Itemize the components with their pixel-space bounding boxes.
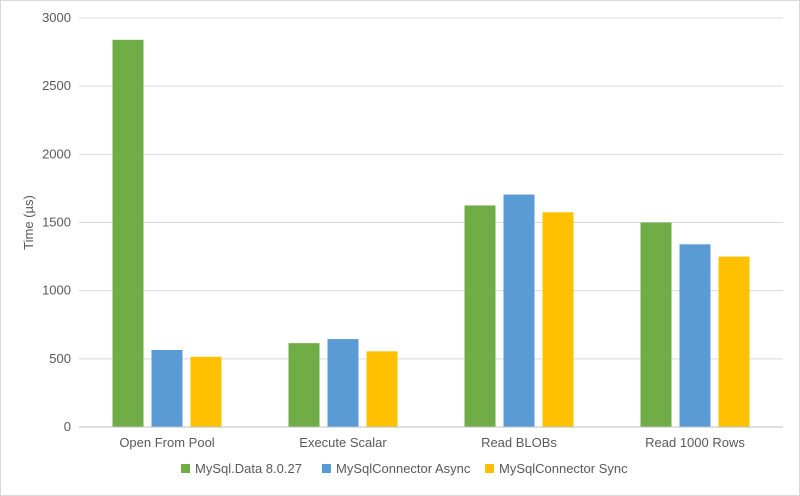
y-tick-label: 0 — [64, 419, 71, 434]
bar — [366, 351, 398, 427]
y-tick-label: 500 — [49, 351, 71, 366]
legend-label: MySqlConnector Async — [336, 461, 471, 476]
x-tick-label: Execute Scalar — [299, 435, 387, 450]
y-tick-label: 3000 — [42, 10, 71, 25]
bar — [112, 39, 144, 428]
x-axis: Open From Pool Execute Scalar Read BLOBs Re… — [79, 426, 783, 450]
bar — [503, 194, 535, 427]
y-tick-label: 2500 — [42, 78, 71, 93]
x-tick-label: Read BLOBs — [481, 435, 557, 450]
legend-swatch — [485, 464, 494, 473]
legend-swatch — [322, 464, 331, 473]
bar — [327, 339, 359, 427]
bar — [190, 356, 222, 427]
legend-label: MySqlConnector Sync — [499, 461, 628, 476]
bar — [288, 343, 320, 427]
legend: MySql.Data 8.0.27 MySqlConnector Async MyS… — [181, 461, 628, 476]
y-axis-title: Time (µs) — [21, 195, 36, 250]
y-tick-label: 1000 — [42, 283, 71, 298]
y-tick-label: 2000 — [42, 146, 71, 161]
x-tick-label: Read 1000 Rows — [645, 435, 745, 450]
bars — [112, 39, 750, 428]
bar — [542, 212, 574, 427]
bar — [151, 349, 183, 427]
y-axis: 0 500 1000 1500 2000 2500 3000 — [42, 10, 71, 434]
gridlines — [79, 17, 783, 428]
bar — [718, 256, 750, 427]
bar — [679, 244, 711, 427]
bar — [464, 205, 496, 427]
legend-swatch — [181, 464, 190, 473]
x-tick-label: Open From Pool — [119, 435, 214, 450]
y-tick-label: 1500 — [42, 215, 71, 230]
bar — [640, 222, 672, 427]
legend-label: MySql.Data 8.0.27 — [195, 461, 302, 476]
